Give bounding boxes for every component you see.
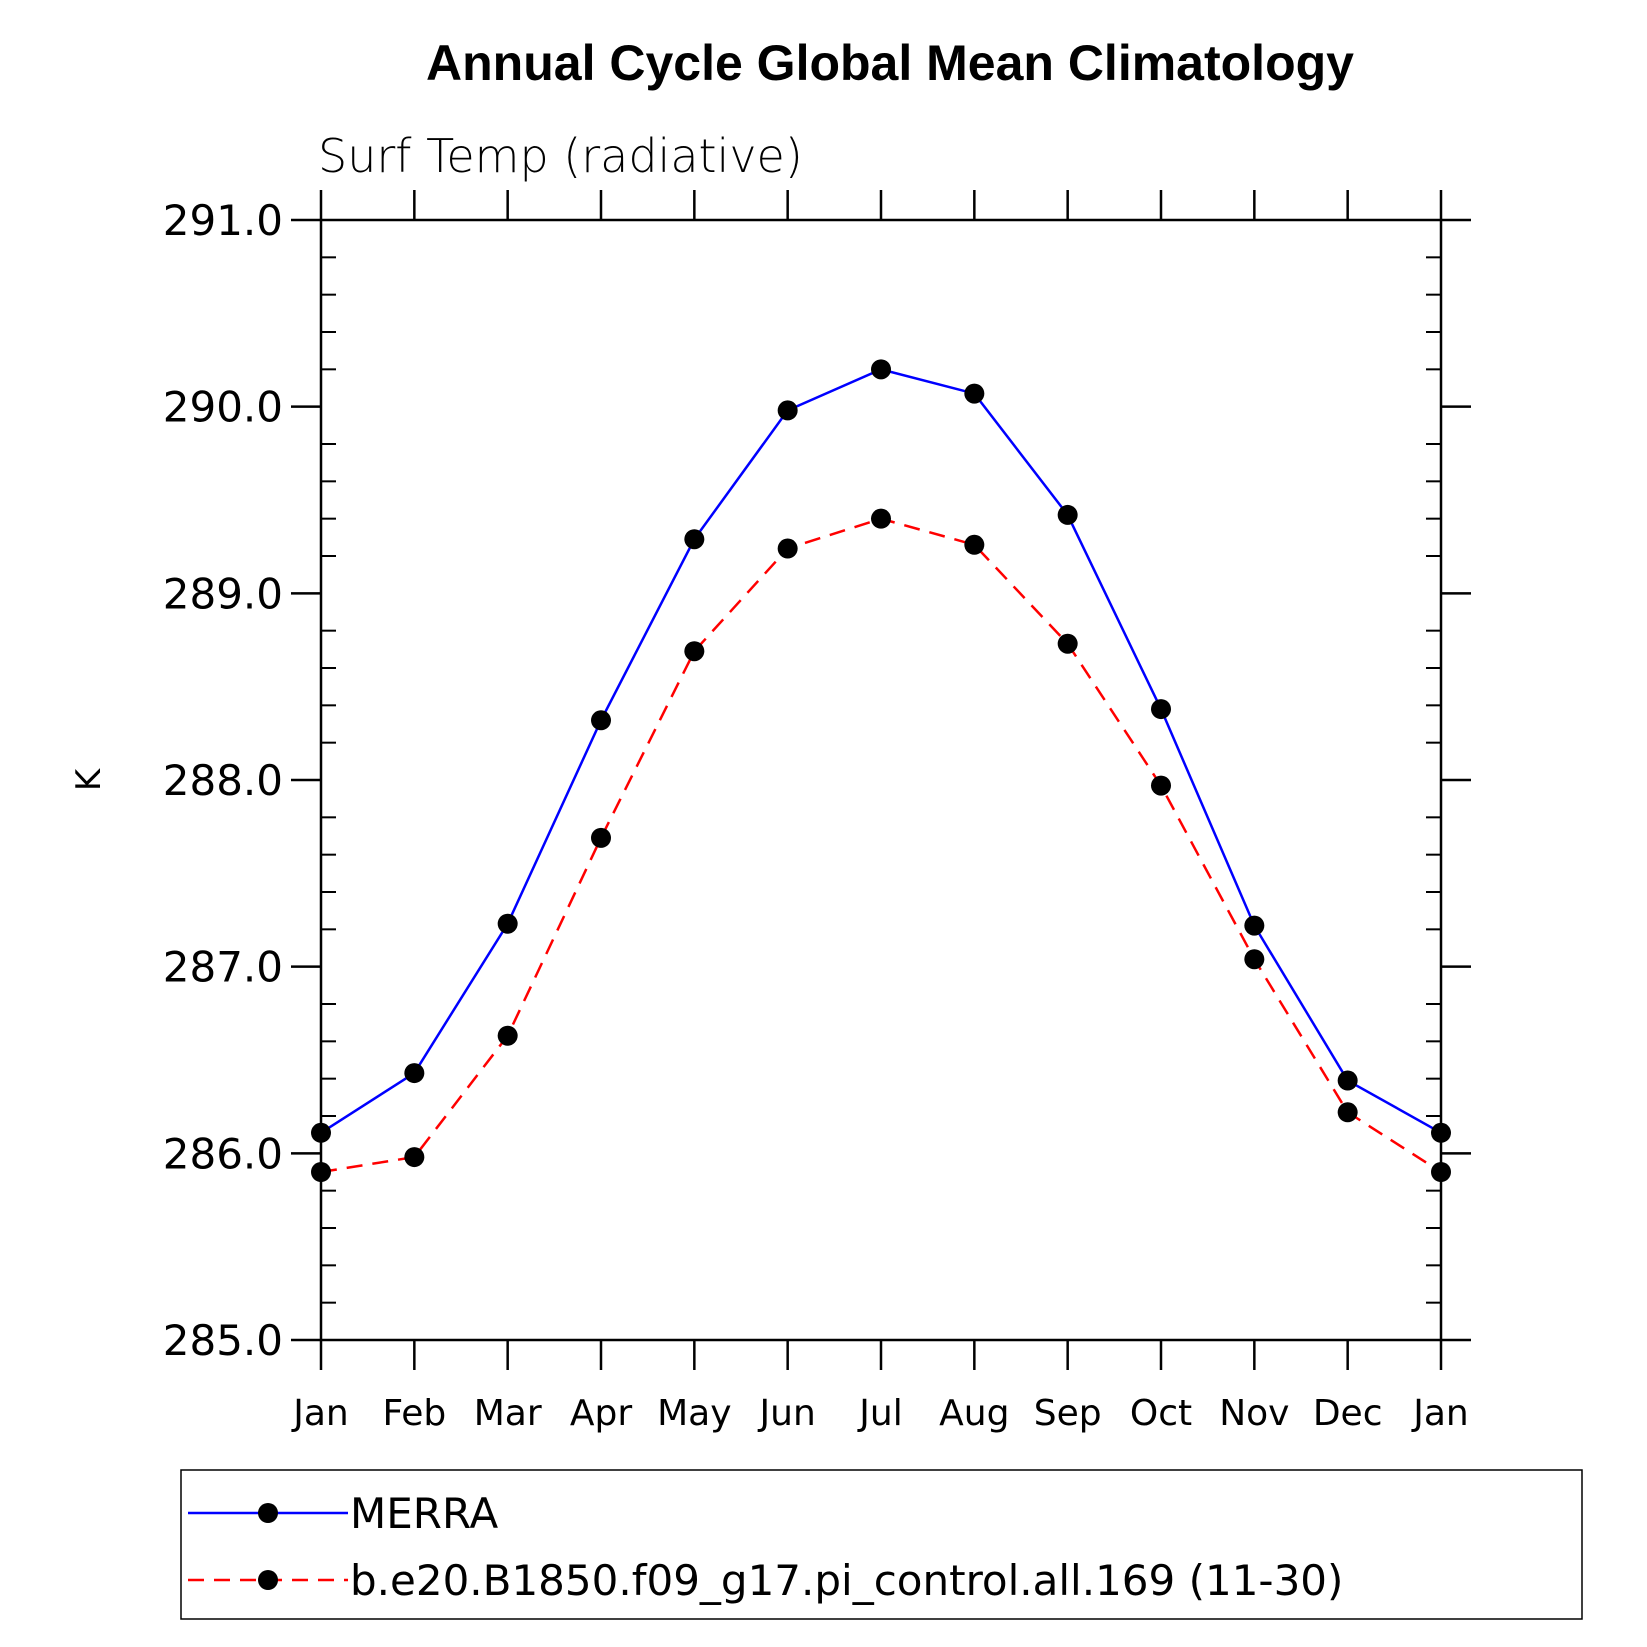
legend-label-merra: MERRA xyxy=(350,1489,498,1538)
y-tick-label: 288.0 xyxy=(163,756,283,805)
data-point xyxy=(1057,504,1078,525)
data-point xyxy=(964,534,985,555)
y-tick-label: 287.0 xyxy=(163,943,283,992)
data-point xyxy=(497,913,518,934)
data-point xyxy=(1151,775,1171,796)
legend: MERRA b.e20.B1850.f09_g17.pi_control.all… xyxy=(180,1469,1583,1620)
y-tick-label: 291.0 xyxy=(163,196,283,245)
x-tick-label: Oct xyxy=(1130,1393,1192,1434)
y-tick-labels: 285.0 286.0 287.0 288.0 289.0 290.0 291.0 xyxy=(163,196,283,1365)
chart-subtitle: Surf Temp (radiative) xyxy=(318,129,803,183)
x-tick-label: Jan xyxy=(1411,1393,1469,1434)
y-tick-label: 289.0 xyxy=(163,569,283,618)
x-tick-labels: Jan Feb Mar Apr May Jun Jul Aug Sep Oct Nov Dec Jan xyxy=(291,1393,1469,1434)
y-tick-label: 286.0 xyxy=(163,1129,283,1178)
data-point xyxy=(1151,699,1171,720)
x-tick-label: Jun xyxy=(758,1393,816,1434)
legend-label-model: b.e20.B1850.f09_g17.pi_control.all.169 (… xyxy=(350,1556,1343,1605)
data-point xyxy=(1431,1122,1451,1143)
data-point xyxy=(311,1162,331,1182)
x-tick-label: Dec xyxy=(1313,1393,1383,1434)
y-axis-label: K xyxy=(69,767,109,791)
x-tick-label: Jan xyxy=(291,1393,349,1434)
series-line xyxy=(320,368,1442,1134)
data-point xyxy=(871,508,891,529)
data-point xyxy=(497,1025,518,1046)
data-point xyxy=(591,710,611,731)
data-point xyxy=(684,529,705,550)
series-0 xyxy=(320,368,1442,1134)
x-tick-label: Feb xyxy=(382,1393,446,1434)
series-markers-1 xyxy=(311,508,1451,1182)
data-point xyxy=(1244,915,1265,936)
data-point xyxy=(684,641,705,662)
data-point xyxy=(871,359,891,380)
axis-ticks xyxy=(291,190,1471,1370)
x-tick-label: Nov xyxy=(1219,1393,1289,1434)
data-point xyxy=(311,1122,331,1143)
series-markers-0 xyxy=(311,359,1451,1143)
legend-marker-merra xyxy=(258,1503,278,1523)
series-1 xyxy=(320,517,1442,1174)
data-point xyxy=(1244,949,1265,970)
legend-marker-model xyxy=(258,1570,278,1590)
plot-frame xyxy=(319,218,1443,1342)
x-tick-label: Sep xyxy=(1034,1393,1102,1434)
x-tick-label: Mar xyxy=(474,1393,542,1434)
chart-title: Annual Cycle Global Mean Climatology xyxy=(426,35,1354,91)
data-point xyxy=(777,400,798,421)
data-point xyxy=(964,383,985,404)
data-point xyxy=(1431,1162,1451,1182)
x-tick-label: Jul xyxy=(857,1393,902,1434)
series-layer xyxy=(311,359,1451,1182)
data-point xyxy=(591,827,611,848)
data-point xyxy=(404,1063,425,1084)
data-point xyxy=(777,538,798,559)
x-tick-label: Aug xyxy=(939,1393,1009,1434)
data-point xyxy=(1337,1102,1358,1123)
legend-box xyxy=(180,1469,1583,1620)
data-point xyxy=(404,1147,425,1168)
y-tick-label: 285.0 xyxy=(163,1316,283,1365)
series-line xyxy=(320,517,1442,1174)
x-tick-label: Apr xyxy=(570,1393,632,1434)
data-point xyxy=(1337,1070,1358,1091)
x-tick-label: May xyxy=(657,1393,731,1434)
y-tick-label: 290.0 xyxy=(163,383,283,432)
data-point xyxy=(1057,633,1078,654)
